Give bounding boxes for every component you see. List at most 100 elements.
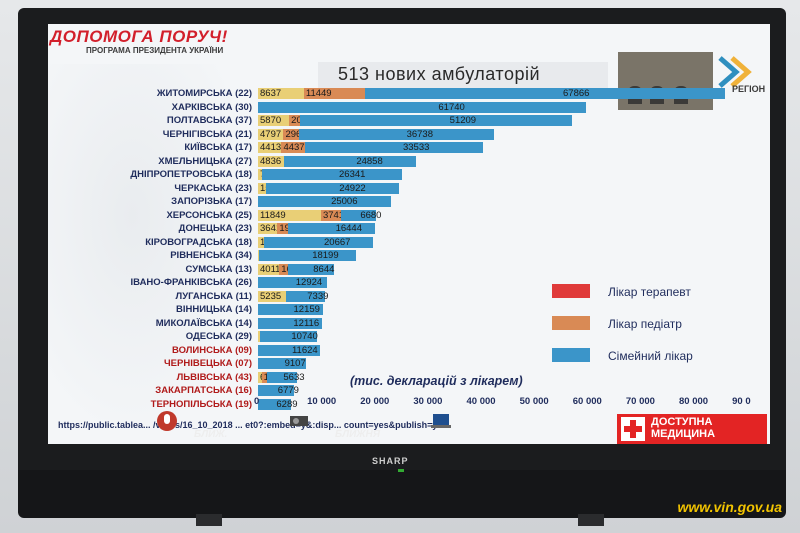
category-label: ІВАНО-ФРАНКІВСЬКА (26) xyxy=(130,277,252,288)
data-label: 7339 xyxy=(307,290,329,302)
medicine-logo-line2: МЕДИЦИНА xyxy=(651,428,716,440)
chart-row: ВОЛИНСЬКА (09) 11624 xyxy=(48,344,770,356)
data-label: 4836 xyxy=(260,155,282,167)
category-label: ОДЕСЬКА (29) xyxy=(185,331,252,342)
chart-row: ЗАПОРІЗЬКА (17) 25006 xyxy=(48,196,770,207)
bar-segment xyxy=(364,88,726,99)
category-label: ЗАПОРІЗЬКА (17) xyxy=(171,196,252,207)
doctor-background-image xyxy=(48,64,258,444)
data-label: 3641 xyxy=(260,223,282,234)
bar-segment xyxy=(258,277,327,288)
data-label: 51209 xyxy=(449,115,477,126)
data-label: 24858 xyxy=(356,155,383,167)
caption-1: БЛИЖ. xyxy=(194,429,228,440)
bar-segment xyxy=(258,290,286,302)
bar-segment xyxy=(288,263,334,275)
data-label: 36738 xyxy=(406,128,433,140)
data-label: 18199 xyxy=(312,250,339,261)
bar-segment xyxy=(258,128,284,140)
chart-row: ЗАКАРПАТСЬКА (16) 6779 xyxy=(48,385,770,396)
chart-row: ЛУГАНСЬКА (11) 5235 7339 xyxy=(48,290,770,302)
chart-row: ДНІПРОПЕТРОВСЬКА (18)76026341 xyxy=(48,169,770,180)
x-tick-label: 0 xyxy=(254,396,260,407)
data-label: 33533 xyxy=(402,142,430,153)
chart-row: ХМЕЛЬНИЦЬКА (27) 4836 24858 xyxy=(48,155,770,167)
tv-stand-right xyxy=(578,514,604,526)
chart-row: КІРОВОГРАДСЬКА (18)106220667 xyxy=(48,236,770,248)
data-label: 6680 xyxy=(360,209,382,221)
category-label: ТЕРНОПІЛЬСЬКА (19) xyxy=(150,398,252,410)
chart-row: ІВАНО-ФРАНКІВСЬКА (26) 12924 xyxy=(48,277,770,288)
data-label: 16444 xyxy=(335,223,362,234)
data-label: 4437 xyxy=(283,142,305,153)
data-label: 3741 xyxy=(322,209,345,221)
category-label: ЗАКАРПАТСЬКА (16) xyxy=(155,385,252,396)
category-label: ДНІПРОПЕТРОВСЬКА (18) xyxy=(130,169,252,180)
caption-2: БЛИЖНЯ xyxy=(335,429,381,440)
bar-segment xyxy=(266,371,297,383)
chart-row: МИКОЛАЇВСЬКА (14) 12116 xyxy=(48,317,770,329)
category-label: ХМЕЛЬНИЦЬКА (27) xyxy=(158,155,252,167)
bar-segment xyxy=(258,196,391,207)
category-label: КИЇВСЬКА (17) xyxy=(184,142,252,153)
headline-text: 513 нових амбулаторій xyxy=(338,64,541,84)
bar-segment xyxy=(300,115,573,126)
bar-segment xyxy=(262,169,402,180)
data-label: 20667 xyxy=(324,236,351,248)
chart-row: ЛЬВІВСЬКА (43)68010005633 xyxy=(48,371,770,383)
category-label: ЛУГАНСЬКА (11) xyxy=(175,290,252,302)
chart-row: ЧЕРНІГІВСЬКА (21) 4797 2964 36738 xyxy=(48,128,770,140)
data-label: 8637 xyxy=(260,88,282,99)
data-label: 11624 xyxy=(291,344,318,356)
medicine-logo-text: ДОСТУПНА МЕДИЦИНА xyxy=(651,416,715,440)
tv-stand-left xyxy=(196,514,222,526)
data-label: 61740 xyxy=(438,101,465,113)
chart-row: ДОНЕЦЬКА (23)3641191816444 xyxy=(48,223,770,234)
chart-row: ЖИТОМИРСЬКА (22) 8637 11449 67866 xyxy=(48,88,770,99)
data-label: 12924 xyxy=(295,277,323,288)
bar-segment xyxy=(299,128,495,140)
x-tick-label: 80 000 xyxy=(679,396,709,407)
watermark: www.vin.gov.ua xyxy=(677,499,782,515)
bar-segment xyxy=(289,115,301,126)
bar-segment xyxy=(287,223,375,234)
x-tick-label: 70 000 xyxy=(625,396,655,407)
bar-segment xyxy=(258,182,267,194)
data-label: 2964 xyxy=(285,128,307,140)
x-tick-label: 10 000 xyxy=(307,396,337,407)
source-url: https://public.tablea... /views/16_10_20… xyxy=(58,420,448,430)
bar-segment xyxy=(259,250,356,261)
legend-swatch-family-doctor xyxy=(552,348,590,362)
category-label: ПОЛТАВСЬКА (37) xyxy=(166,115,252,126)
data-label: 12116 xyxy=(293,317,320,329)
bar-segment xyxy=(320,209,341,221)
x-tick-label: 60 000 xyxy=(572,396,602,407)
category-label: ХАРКІВСЬКА (30) xyxy=(171,101,252,113)
category-label: ДОНЕЦЬКА (23) xyxy=(178,223,252,234)
legend-swatch-therapist xyxy=(552,284,590,298)
chart-row: ВІННИЦЬКА (14) 12159 xyxy=(48,304,770,315)
category-label: КІРОВОГРАДСЬКА (18) xyxy=(145,236,252,248)
bar-segment xyxy=(258,317,323,329)
category-label: СУМСЬКА (13) xyxy=(185,263,252,275)
data-label: 25006 xyxy=(331,196,358,207)
data-label: 67866 xyxy=(563,88,590,99)
tv-brand: SHARP xyxy=(372,456,409,466)
data-label: 5235 xyxy=(260,290,282,302)
bar-segment xyxy=(283,155,416,167)
bar-segment xyxy=(258,236,264,248)
x-tick-label: 30 000 xyxy=(413,396,443,407)
bar-segment xyxy=(261,371,267,383)
chart-row: СУМСЬКА (13)401116398644 xyxy=(48,263,770,275)
x-tick-label: 20 000 xyxy=(360,396,390,407)
bar-segment xyxy=(258,304,323,315)
chart-row: КИЇВСЬКА (17) 4413 4437 33533 xyxy=(48,142,770,153)
category-label: ЛЬВІВСЬКА (43) xyxy=(176,371,252,383)
data-label: 11449 xyxy=(305,88,332,99)
microphone-icon xyxy=(157,411,177,431)
bar-segment xyxy=(258,115,290,126)
chart-row: ЧЕРКАСЬКА (23)158224922 xyxy=(48,182,770,194)
x-tick-label: 40 000 xyxy=(466,396,496,407)
data-label: 5633 xyxy=(283,371,305,383)
legend-swatch-pediatrician xyxy=(552,316,590,330)
